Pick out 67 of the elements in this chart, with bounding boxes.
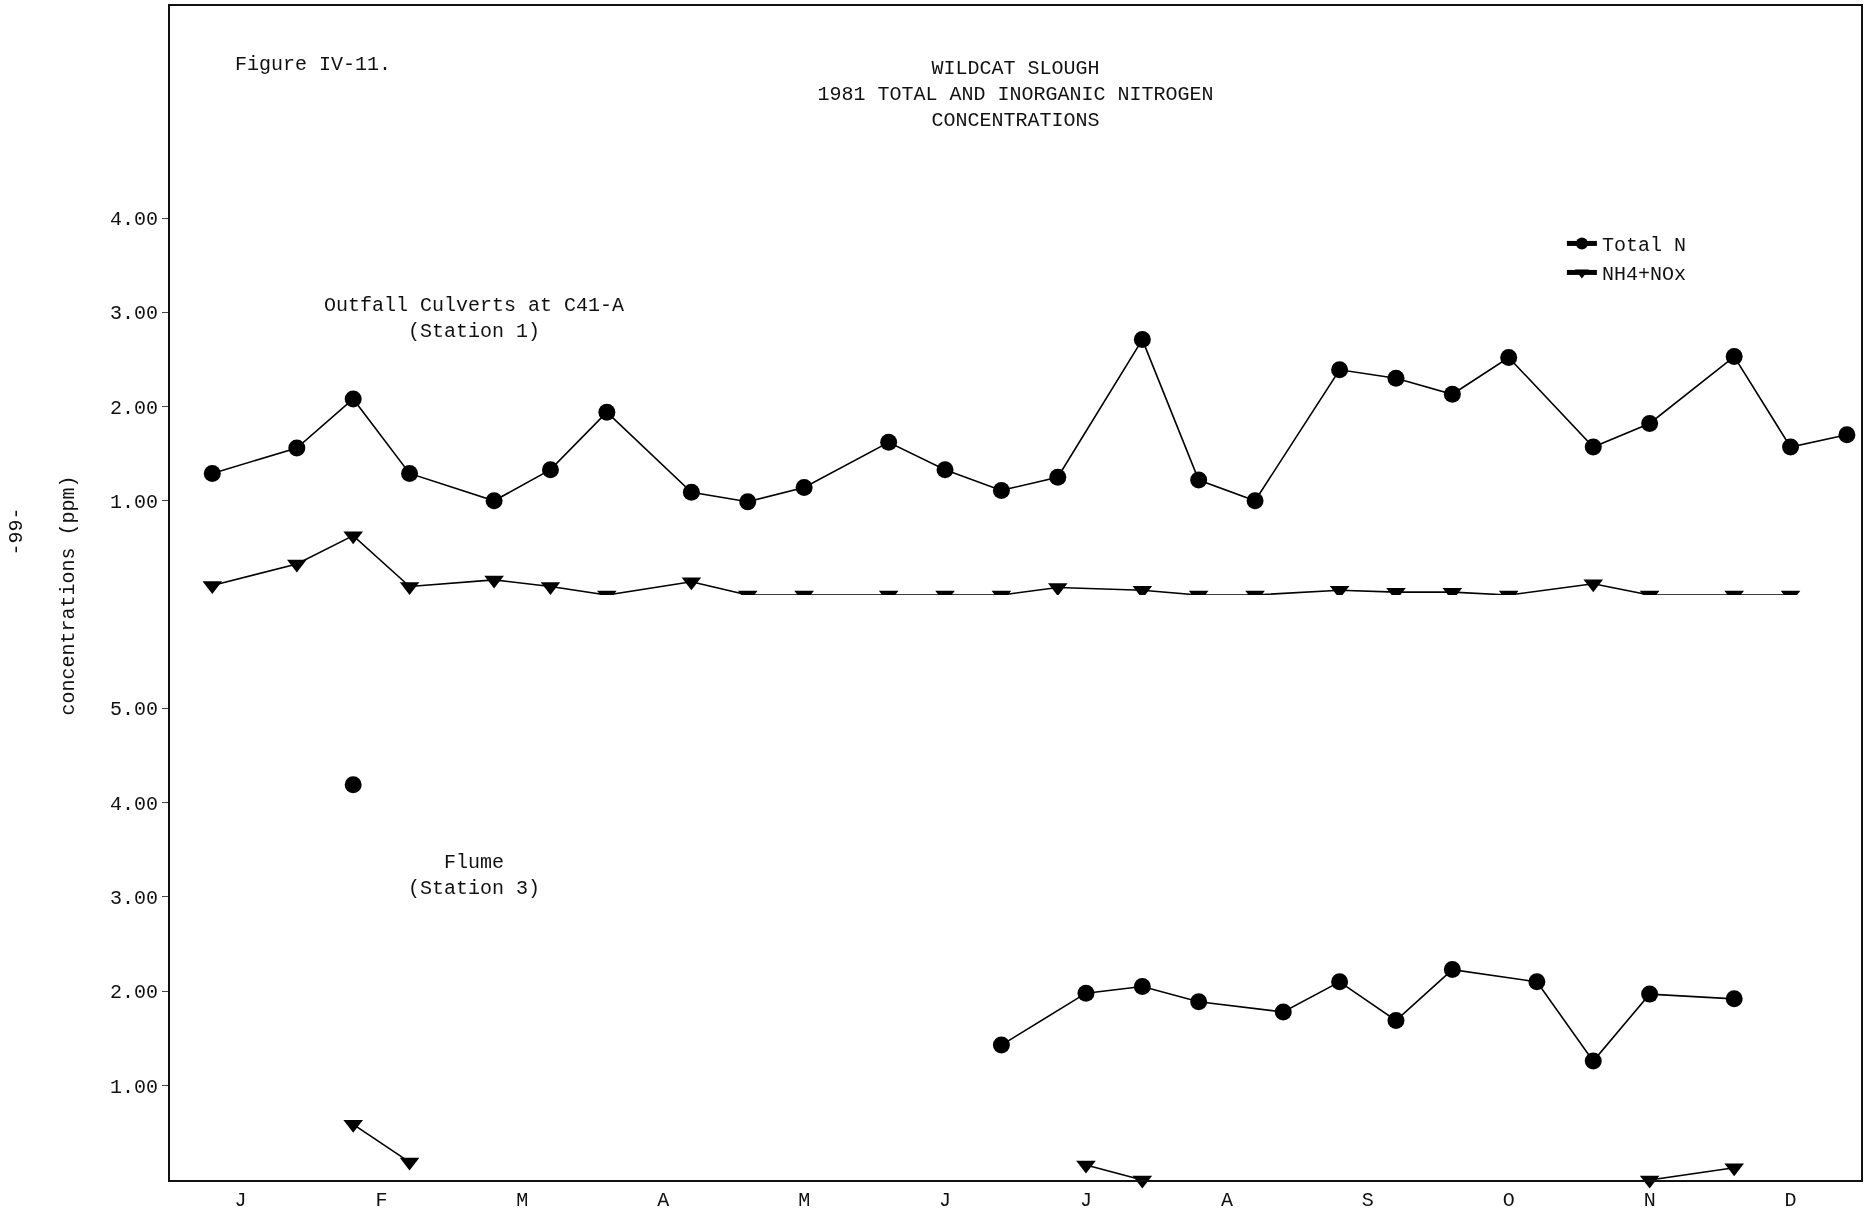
point (203, 464, 221, 482)
x-tick-label: A (1220, 1189, 1233, 1212)
point (1584, 438, 1602, 456)
point (795, 479, 813, 497)
point (992, 481, 1010, 499)
point (739, 493, 757, 511)
point (1274, 1003, 1292, 1021)
point (1133, 978, 1151, 996)
text: -99- (4, 507, 28, 556)
x-tick-label: F (375, 1189, 388, 1212)
annotation: Flume (Station 3) (408, 851, 541, 900)
y-tick-label: 5.00 (109, 698, 158, 722)
y-tick-label: 1.00 (109, 1075, 158, 1099)
point (1641, 414, 1659, 432)
x-tick-label: M (516, 1189, 529, 1212)
point (598, 403, 616, 421)
point (401, 464, 419, 482)
point (682, 483, 700, 501)
point (1528, 973, 1546, 991)
x-tick-label: J (234, 1189, 247, 1212)
y-tick-label: 2.00 (109, 981, 158, 1005)
point (1049, 468, 1067, 486)
point (992, 1036, 1010, 1054)
point (1725, 348, 1743, 366)
point (1782, 438, 1800, 456)
annotation: Outfall Culverts at C41-A (Station 1) (324, 294, 625, 343)
x-tick-label: O (1502, 1189, 1515, 1212)
y-tick-label: 4.00 (109, 792, 158, 816)
legend-label: NH4+NOx (1601, 263, 1686, 287)
point (1500, 349, 1518, 367)
point (1190, 471, 1208, 489)
point (288, 439, 306, 457)
point (1077, 984, 1095, 1002)
y-tick-label: 3.00 (109, 886, 158, 910)
y-tick-label: 2.00 (109, 396, 158, 420)
point (1190, 993, 1208, 1011)
point (1133, 331, 1151, 349)
x-tick-label: N (1643, 1189, 1656, 1212)
point (1387, 1012, 1405, 1030)
point (1838, 426, 1856, 444)
x-tick-label: D (1784, 1189, 1797, 1212)
point (880, 433, 898, 451)
point (1387, 369, 1405, 387)
x-tick-label: A (657, 1189, 670, 1212)
point (1443, 961, 1461, 979)
point (344, 390, 362, 408)
point (1443, 385, 1461, 403)
y-tick-label: 4.00 (109, 208, 158, 232)
x-tick-label: J (1079, 1189, 1092, 1212)
x-tick-label: M (798, 1189, 811, 1212)
point (1331, 973, 1349, 991)
point (541, 461, 559, 479)
point (1641, 985, 1659, 1003)
x-tick-label: J (939, 1189, 952, 1212)
point (1725, 990, 1743, 1008)
y-tick-label: 1.00 (109, 490, 158, 514)
point (1584, 1052, 1602, 1070)
point (1246, 492, 1264, 510)
annotation: Figure IV-11. (235, 53, 392, 76)
legend-label: Total N (1601, 234, 1686, 258)
point (1331, 361, 1349, 379)
y-tick-label: 3.00 (109, 302, 158, 326)
point (485, 492, 503, 510)
point (936, 461, 954, 479)
text: WILDCAT SLOUGH 1981 TOTAL AND INORGANIC NITROGEN CONCENTRATIONS (817, 57, 1214, 133)
y-axis-title: concentrations (ppm) (56, 475, 80, 716)
x-tick-label: S (1361, 1189, 1374, 1212)
